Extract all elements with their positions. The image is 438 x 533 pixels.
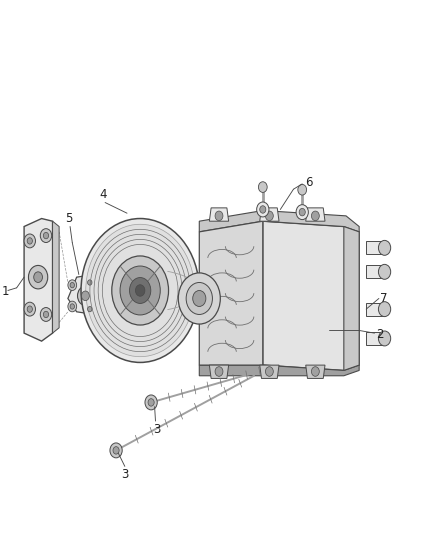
Polygon shape <box>24 219 53 341</box>
Polygon shape <box>366 303 384 316</box>
Circle shape <box>112 256 169 325</box>
Polygon shape <box>53 221 59 333</box>
Circle shape <box>70 282 74 288</box>
Circle shape <box>27 306 32 312</box>
Text: 5: 5 <box>66 212 73 225</box>
Polygon shape <box>306 365 325 378</box>
Text: 3: 3 <box>153 423 160 435</box>
Polygon shape <box>68 274 105 314</box>
Text: 2: 2 <box>376 328 384 341</box>
Circle shape <box>193 290 206 306</box>
Polygon shape <box>260 208 279 221</box>
Polygon shape <box>260 365 279 378</box>
Circle shape <box>40 308 52 321</box>
Circle shape <box>130 278 151 303</box>
Circle shape <box>24 302 35 316</box>
Circle shape <box>260 206 266 213</box>
Circle shape <box>135 285 145 296</box>
Circle shape <box>78 286 93 305</box>
Text: 6: 6 <box>305 176 313 189</box>
Polygon shape <box>344 227 359 370</box>
Polygon shape <box>209 208 229 221</box>
Circle shape <box>43 232 49 239</box>
Circle shape <box>178 273 220 324</box>
Circle shape <box>378 331 391 346</box>
Circle shape <box>378 264 391 279</box>
Circle shape <box>113 447 119 454</box>
Circle shape <box>86 224 194 357</box>
Text: 1: 1 <box>2 285 10 298</box>
Circle shape <box>258 182 267 192</box>
Circle shape <box>148 399 154 406</box>
Circle shape <box>215 211 223 221</box>
Circle shape <box>145 395 157 410</box>
Circle shape <box>34 272 42 282</box>
Circle shape <box>299 208 305 216</box>
Polygon shape <box>366 241 384 254</box>
Circle shape <box>110 443 122 458</box>
Circle shape <box>40 229 52 243</box>
Circle shape <box>88 306 92 312</box>
Circle shape <box>311 211 319 221</box>
Polygon shape <box>306 208 325 221</box>
Circle shape <box>85 277 94 288</box>
Circle shape <box>296 205 308 220</box>
Polygon shape <box>263 221 359 370</box>
Circle shape <box>27 238 32 244</box>
Circle shape <box>70 304 74 309</box>
Circle shape <box>265 367 273 376</box>
Text: 7: 7 <box>380 292 388 305</box>
Circle shape <box>311 367 319 376</box>
Circle shape <box>68 280 77 290</box>
Circle shape <box>298 184 307 195</box>
Circle shape <box>186 282 212 314</box>
Text: 3: 3 <box>121 468 128 481</box>
Circle shape <box>378 302 391 317</box>
Circle shape <box>378 240 391 255</box>
Polygon shape <box>199 365 359 376</box>
Polygon shape <box>366 265 384 278</box>
Polygon shape <box>209 365 229 378</box>
Circle shape <box>43 311 49 318</box>
Circle shape <box>28 265 48 289</box>
Circle shape <box>24 234 35 248</box>
Circle shape <box>68 301 77 312</box>
Polygon shape <box>199 211 359 232</box>
Circle shape <box>88 280 92 285</box>
Circle shape <box>257 202 269 217</box>
Circle shape <box>85 304 94 314</box>
Circle shape <box>265 211 273 221</box>
Circle shape <box>81 219 199 362</box>
Circle shape <box>215 367 223 376</box>
Text: 4: 4 <box>99 188 107 201</box>
Polygon shape <box>199 221 263 365</box>
Circle shape <box>81 291 89 301</box>
Circle shape <box>120 266 160 315</box>
Polygon shape <box>366 332 384 345</box>
